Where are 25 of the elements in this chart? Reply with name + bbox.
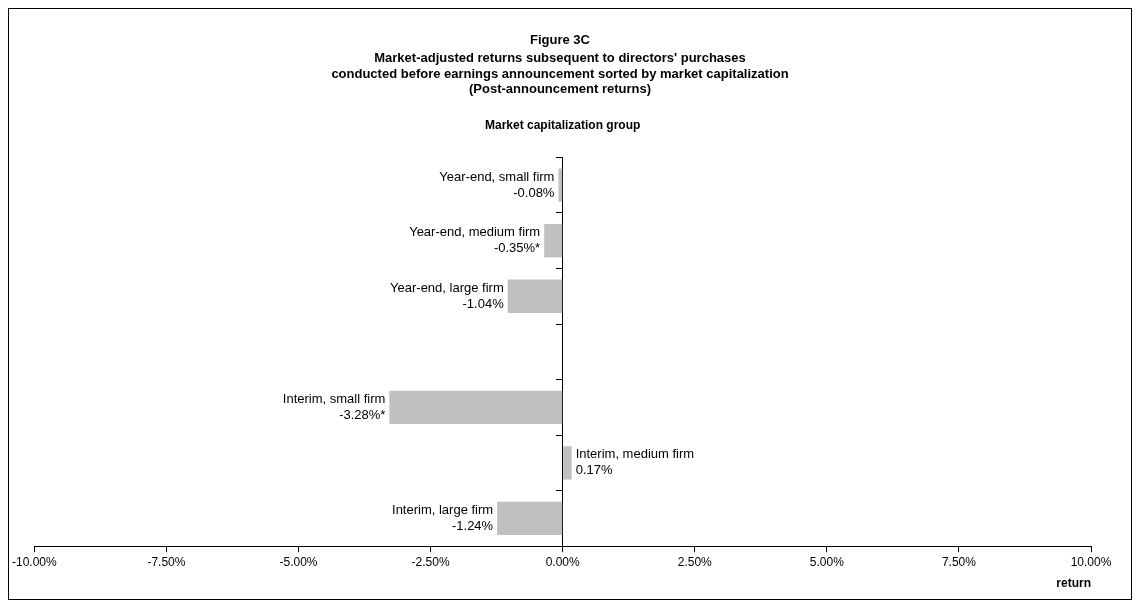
- x-tick-label: -5.00%: [279, 554, 318, 569]
- x-axis-title: return: [1056, 576, 1091, 591]
- x-tick-label: 5.00%: [809, 554, 845, 569]
- chart-subtitle: Market-adjusted returns subsequent to directors' purchases conducted before earnings announcement sorted by market capitalization (Post-announcement returns): [331, 49, 789, 97]
- y-tick-label: Year-end, small firm: [439, 168, 555, 184]
- x-tick-label: 7.50%: [941, 554, 977, 569]
- x-tick-label: 0.00%: [545, 554, 581, 569]
- y-tick-label: Interim, large firm: [392, 502, 494, 518]
- data-label: -0.35%*: [493, 240, 541, 256]
- x-tick-label: -7.50%: [147, 554, 186, 569]
- data-label: 0.17%: [575, 462, 613, 478]
- x-tick-label: -2.50%: [411, 554, 450, 569]
- data-label: -1.24%: [451, 518, 494, 534]
- y-tick-label: Interim, small firm: [282, 390, 386, 406]
- chart-title: Figure 3C: [530, 32, 591, 48]
- y-tick-label: Year-end, large firm: [390, 279, 504, 295]
- x-tick-label: 10.00%: [1070, 554, 1112, 569]
- y-axis-title: Market capitalization group: [484, 117, 641, 132]
- y-tick-label: Year-end, medium firm: [409, 224, 541, 240]
- data-label: -0.08%: [513, 184, 555, 200]
- data-label: -1.04%: [462, 295, 505, 311]
- x-tick-label: 2.50%: [677, 554, 713, 569]
- y-tick-label: Interim, medium firm: [575, 446, 695, 462]
- data-label: -3.28%*: [339, 406, 386, 422]
- x-tick-label: -10.00%: [12, 554, 58, 569]
